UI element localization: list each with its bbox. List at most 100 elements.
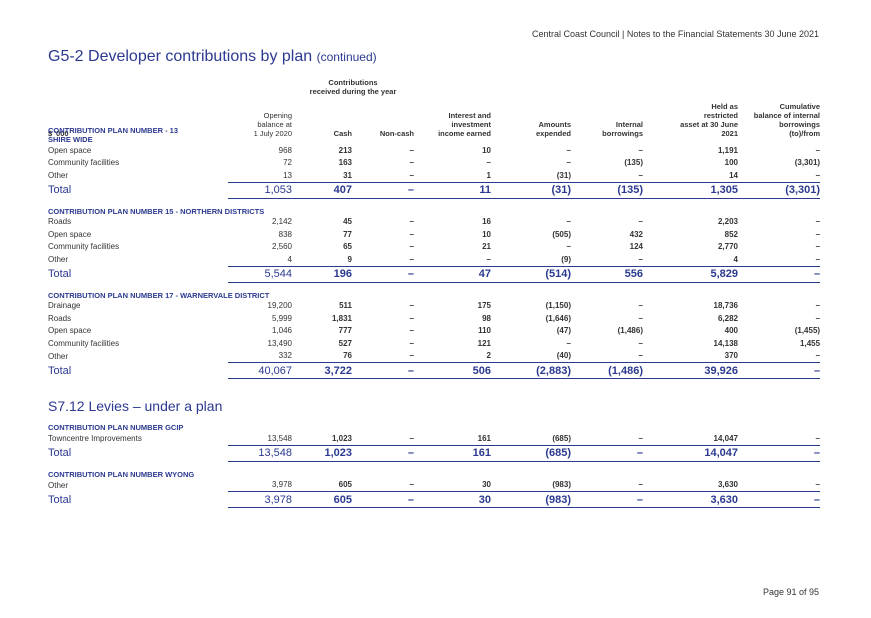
contributions-group-header: Contributions received during the year <box>309 78 397 96</box>
row-value: 9 <box>347 254 352 264</box>
row-value: – <box>815 145 821 155</box>
row-value: 332 <box>278 351 292 361</box>
row-value: (9) <box>561 254 571 264</box>
row-value: 852 <box>724 229 738 239</box>
total-value: 1,305 <box>643 181 738 199</box>
row-value: 31 <box>343 170 352 180</box>
total-row: Total 1,053 407–11 (31) (135) 1,305 (3,301) <box>48 181 821 199</box>
table-row: Other 3,978 605 – 30 (983) – 3,630 – <box>48 479 820 492</box>
noncash-header: Non-cash <box>379 129 415 138</box>
row-value: – <box>486 158 491 168</box>
table-row: Other 4 9 – – (9) – 4 – <box>48 253 820 266</box>
total-label: Total <box>48 493 72 506</box>
row-value: 511 <box>339 301 352 311</box>
column-headers: Contributions received during the year $ … <box>48 78 820 138</box>
row-value: – <box>409 351 414 361</box>
row-value: – <box>566 158 571 168</box>
total-value: 5,829 <box>643 265 738 283</box>
row-label: Open space <box>48 229 92 239</box>
row-value: – <box>638 313 643 323</box>
row-value: – <box>815 433 820 443</box>
row-value: (135) <box>624 158 643 168</box>
unit-header: $ '000 <box>48 129 69 138</box>
table-row: Community facilities 13,490 527 – 121 – – 14,13… <box>48 337 820 350</box>
total-label: Total <box>48 268 72 280</box>
row-value: (685) <box>552 433 571 443</box>
row-value: – <box>409 145 414 155</box>
row-value: 5,999 <box>271 313 292 323</box>
total-value: – <box>352 362 414 379</box>
plan-header: CONTRIBUTION PLAN NUMBER GCIP <box>48 421 820 432</box>
table-row: Open space 968 213 – 10 – – 1,191 – <box>48 144 820 157</box>
row-value: 2 <box>486 351 491 361</box>
s712-levies-table: CONTRIBUTION PLAN NUMBER GCIP Towncentre … <box>48 421 820 514</box>
row-value: – <box>566 338 571 348</box>
row-value: – <box>815 229 821 239</box>
total-value: 196 <box>292 265 352 283</box>
row-value: 2,560 <box>271 242 292 252</box>
row-value: – <box>566 217 571 227</box>
total-value: 556 <box>571 265 643 283</box>
row-value: 65 <box>343 242 352 252</box>
row-value: – <box>566 242 571 252</box>
total-value: – <box>571 444 643 462</box>
total-value: 3,630 <box>643 491 738 508</box>
document-header: Central Coast Council | Notes to the Fin… <box>532 29 819 39</box>
row-value: – <box>815 242 821 252</box>
total-value: 14,047 <box>643 444 738 462</box>
row-value: (983) <box>552 480 571 490</box>
total-value: 40,067 <box>228 362 292 379</box>
total-value: (3,301) <box>738 181 821 199</box>
row-value: 124 <box>629 242 643 252</box>
total-value: 11 <box>414 181 491 199</box>
plan-title: CONTRIBUTION PLAN NUMBER 17 - WARNERVALE… <box>48 290 270 300</box>
row-value: 838 <box>278 229 292 239</box>
plan-title: CONTRIBUTION PLAN NUMBER 15 - NORTHERN D… <box>48 206 265 216</box>
table-row: Community facilities 72 163 – – – (135) 100 (3,3… <box>48 157 820 170</box>
row-value: 14 <box>729 170 738 180</box>
row-value: 10 <box>482 145 491 155</box>
contributions-table: CONTRIBUTION PLAN NUMBER - 13 SHIRE WIDE O… <box>48 124 821 385</box>
cumulative-balance-header: Cumulative balance of internal borrowings(… <box>753 102 821 138</box>
total-value: (135) <box>571 181 643 199</box>
row-value: 161 <box>477 433 491 443</box>
row-label: Open space <box>48 145 92 155</box>
row-value: – <box>638 338 643 348</box>
row-value: 163 <box>338 158 352 168</box>
row-label: Other <box>48 351 69 361</box>
row-value: 21 <box>482 242 491 252</box>
table-row: Other 332 76 – 2 (40) – 370 – <box>48 350 820 363</box>
row-value: 13 <box>283 170 292 180</box>
row-value: 18,736 <box>713 301 738 311</box>
row-value: – <box>409 480 414 490</box>
row-label: Roads <box>48 313 72 323</box>
plan-title: CONTRIBUTION PLAN NUMBER - 13 SHIRE WIDE <box>48 126 179 144</box>
row-value: (1,646) <box>545 313 571 323</box>
table-row: Roads 5,999 1,831 – 98 (1,646) – 6,282 – <box>48 312 820 325</box>
interest-header: Interest and investment income earned <box>438 111 492 138</box>
row-value: 4 <box>733 254 738 264</box>
total-row: Total 13,548 1,023–161 (685) –14,047– <box>48 444 820 462</box>
row-value: 2,203 <box>717 217 738 227</box>
total-value: (1,486) <box>571 362 643 379</box>
row-value: 30 <box>482 480 491 490</box>
row-value: (31) <box>556 170 571 180</box>
page-title-main: G5-2 Developer contributions by plan <box>48 48 313 65</box>
plan-header: CONTRIBUTION PLAN NUMBER - 13 SHIRE WIDE <box>48 124 820 144</box>
page-number: Page 91 of 95 <box>762 587 819 597</box>
total-value: 3,978 <box>228 491 292 508</box>
total-value: – <box>571 491 643 508</box>
row-value: 77 <box>343 229 352 239</box>
total-row: Total 5,544 196–47 (514) 556 5,829– <box>48 265 821 283</box>
section-title-s712: S7.12 Levies – under a plan <box>48 398 223 414</box>
row-value: – <box>638 351 643 361</box>
row-value: – <box>638 301 643 311</box>
row-value: – <box>409 254 414 264</box>
row-value: 1,023 <box>331 433 352 443</box>
page-title-continued: (continued) <box>316 50 377 64</box>
plan-header: CONTRIBUTION PLAN NUMBER WYONG <box>48 468 820 479</box>
opening-balance-header: Opening balance at 1 July 2020 <box>253 111 292 138</box>
row-value: 13,490 <box>267 338 292 348</box>
row-value: 527 <box>338 338 352 348</box>
row-value: – <box>409 326 414 336</box>
